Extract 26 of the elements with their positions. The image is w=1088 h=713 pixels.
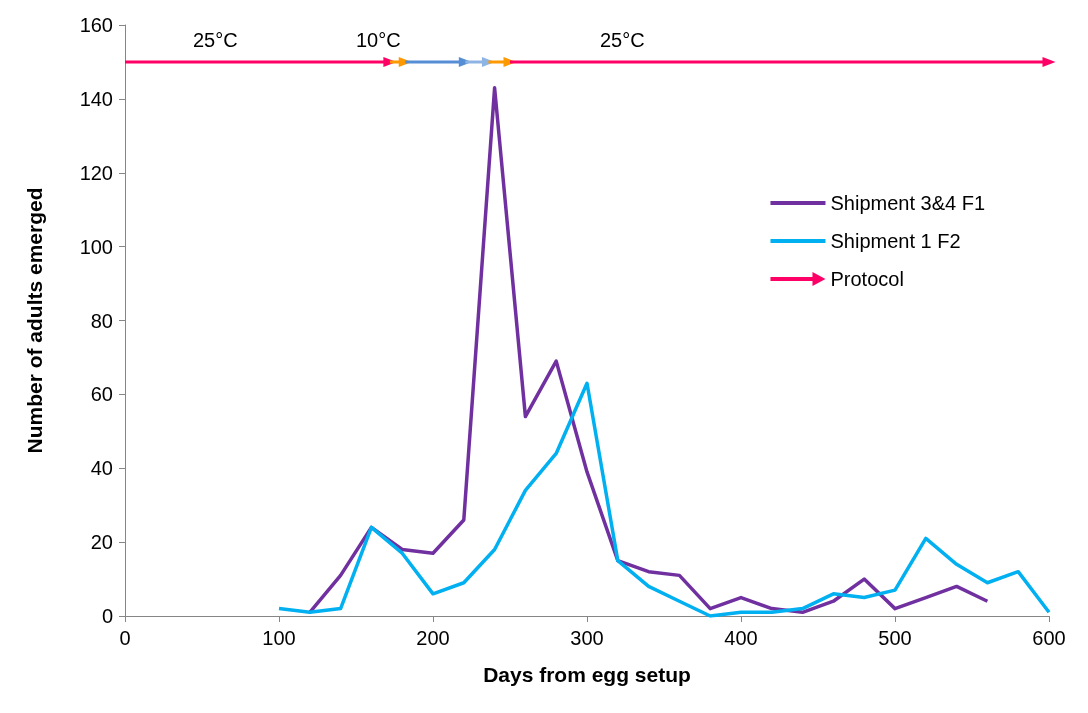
y-tick-label: 160 xyxy=(79,14,113,36)
x-axis-title: Days from egg setup xyxy=(483,663,691,686)
y-tick-label: 100 xyxy=(79,235,113,258)
legend-label: Protocol xyxy=(830,268,904,290)
y-tick-label: 60 xyxy=(90,383,113,406)
annotation: 25°C xyxy=(193,29,238,51)
x-tick-label: 300 xyxy=(570,627,604,649)
line-series xyxy=(277,381,1051,618)
x-tick-label: 400 xyxy=(724,627,758,649)
y-tick-label: 140 xyxy=(79,87,113,110)
legend-label: Shipment 3&4 F1 xyxy=(830,192,985,214)
x-tick-label: 0 xyxy=(119,627,131,649)
y-tick-label: 40 xyxy=(90,457,113,480)
x-tick-label: 200 xyxy=(416,627,450,649)
line-series xyxy=(308,86,990,615)
y-tick-label: 20 xyxy=(90,531,113,554)
x-tick-label: 500 xyxy=(878,627,912,649)
y-tick-label: 80 xyxy=(90,309,113,332)
legend-label: Shipment 1 F2 xyxy=(830,230,961,252)
y-tick-label: 120 xyxy=(79,161,113,184)
x-tick-label: 600 xyxy=(1032,627,1066,649)
y-tick-label: 0 xyxy=(101,605,113,627)
annotation: 25°C xyxy=(600,29,645,51)
annotation: 10°C xyxy=(356,29,401,51)
x-tick-label: 100 xyxy=(262,627,296,649)
y-axis-title: Number of adults emerged xyxy=(23,187,46,454)
